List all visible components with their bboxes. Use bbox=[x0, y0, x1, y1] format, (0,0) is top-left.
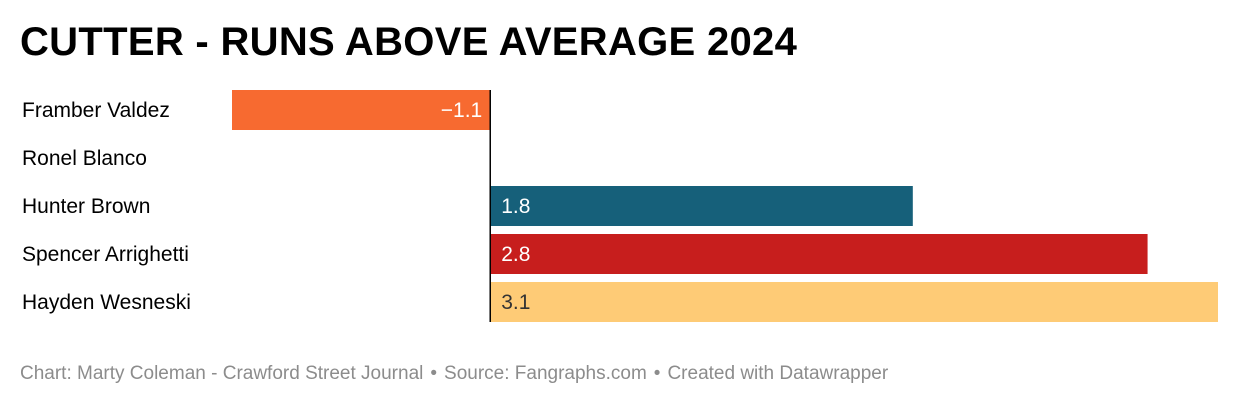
chart-title: CUTTER - RUNS ABOVE AVERAGE 2024 bbox=[20, 20, 798, 64]
value-label: 2.8 bbox=[501, 243, 530, 266]
bar bbox=[232, 90, 491, 130]
category-label: Framber Valdez bbox=[22, 99, 170, 122]
category-label: Spencer Arrighetti bbox=[22, 243, 189, 266]
footer-separator: • bbox=[430, 363, 438, 384]
footer-tool: Created with Datawrapper bbox=[667, 363, 889, 384]
value-label: 1.8 bbox=[501, 195, 530, 218]
footer-source: Source: Fangraphs.com bbox=[444, 363, 647, 384]
footer-separator: • bbox=[653, 363, 661, 384]
category-label: Ronel Blanco bbox=[22, 147, 147, 170]
bar bbox=[490, 282, 1218, 322]
value-label: −1.1 bbox=[441, 99, 482, 122]
bar bbox=[490, 234, 1148, 274]
bar bbox=[490, 186, 913, 226]
category-label: Hunter Brown bbox=[22, 195, 150, 218]
category-label: Hayden Wesneski bbox=[22, 291, 191, 314]
chart-rows: Framber Valdez −1.1 Ronel Blanco Hunter Bro… bbox=[22, 90, 1218, 322]
value-label: 3.1 bbox=[501, 291, 530, 314]
chart-footer: Chart: Marty Coleman - Crawford Street J… bbox=[20, 363, 888, 385]
footer-credit: Chart: Marty Coleman - Crawford Street J… bbox=[20, 363, 424, 384]
